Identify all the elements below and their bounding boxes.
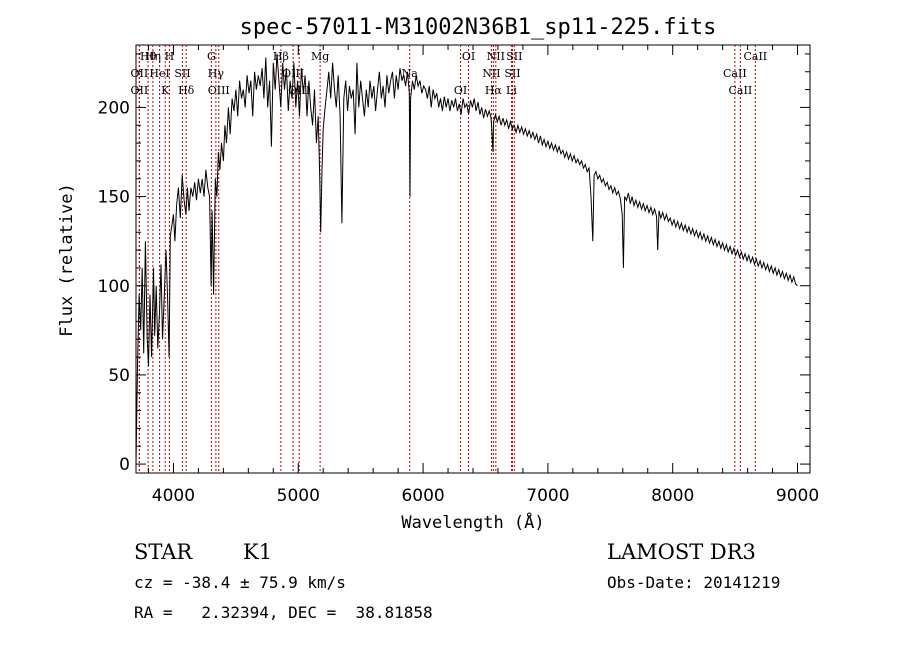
line-label: SII [504,67,520,80]
observation-date: Obs-Date: 20141219 [607,573,780,592]
coordinates-readout: RA = 2.32394, DEC = 38.81858 [134,603,433,622]
emission-line-labels: HθOIIOIIHηHeIKHSIIHδGHγOIIIHβOIIIOIIIMgN… [131,50,768,97]
line-label: NII [482,67,500,80]
x-axis-label: Wavelength (Å) [401,511,544,533]
line-label: G [207,50,216,63]
emission-line-markers [138,45,756,473]
x-tick-label: 6000 [401,486,444,506]
y-tick-label: 100 [98,277,130,297]
line-label: Hη [145,50,161,63]
spectrum-series [135,53,798,465]
x-tick-label: 7000 [526,486,569,506]
chart-title: spec-57011-M31002N36B1_sp11-225.fits [240,15,717,40]
line-label: OI [454,84,467,97]
line-label: K [161,84,170,97]
line-label: H [165,50,175,63]
line-label: Na [402,67,419,80]
line-label: HeI [149,67,169,80]
line-label: OII [131,84,149,97]
y-tick-label: 150 [98,188,130,208]
survey-name: LAMOST DR3 [607,540,756,564]
x-tick-label: 9000 [776,486,819,506]
line-label: OI [462,50,475,63]
y-axis-label: Flux (relative) [57,183,77,337]
line-label: Mg [311,50,329,63]
line-label: CaII [729,84,753,97]
line-label: Hθ [140,50,157,63]
line-label: OIII [208,84,230,97]
line-label: Li [506,84,517,97]
line-label: SII [174,67,190,80]
x-axis-ticks: 4000 5000 6000 7000 8000 9000 [147,45,819,506]
line-label: OIII [288,84,310,97]
object-class: STAR [134,540,193,564]
line-label: SII [506,50,522,63]
line-label: NII [487,50,505,63]
line-label: Hα [485,84,503,97]
object-subclass: K1 [243,540,272,564]
y-axis-ticks: 0 50 100 150 200 [98,53,810,475]
y-tick-label: 50 [108,366,130,386]
redshift-readout: cz = -38.4 ± 75.9 km/s [134,573,346,592]
line-label: CaII [743,50,767,63]
line-label: Hγ [208,67,225,80]
plot-area: HθOIIOIIHηHeIKHSIIHδGHγOIIIHβOIIIOIIIMgN… [98,44,819,506]
x-tick-label: 4000 [152,486,195,506]
line-label: Hβ [273,50,289,63]
line-label: OII [131,67,149,80]
x-tick-label: 8000 [651,486,694,506]
line-label: CaII [723,67,747,80]
y-tick-label: 200 [98,98,130,118]
x-tick-label: 5000 [277,486,320,506]
line-label: Hδ [178,84,195,97]
y-tick-label: 0 [119,455,130,475]
